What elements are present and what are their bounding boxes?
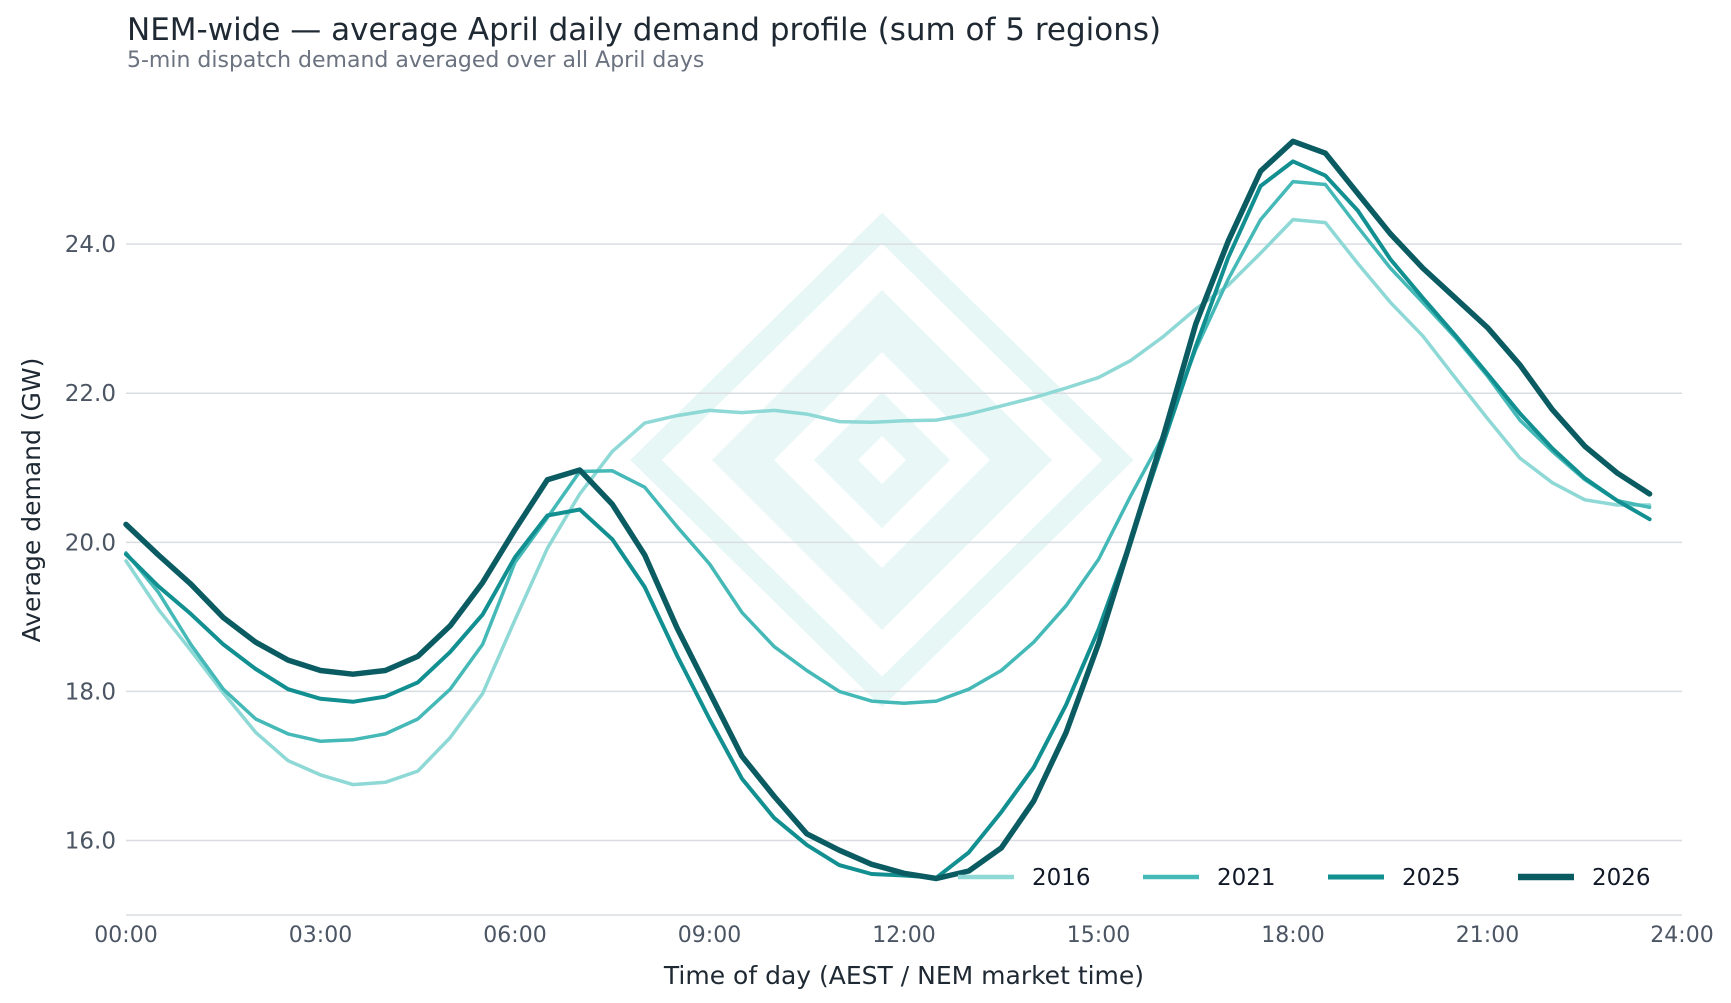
x-tick-label: 15:00	[1067, 923, 1130, 948]
y-tick-label: 18.0	[65, 679, 116, 705]
x-tick-label: 06:00	[483, 923, 546, 948]
legend-label-2016: 2016	[1032, 865, 1091, 891]
x-tick-label: 24:00	[1650, 923, 1713, 948]
watermark-logo	[630, 212, 1134, 708]
x-tick-label: 09:00	[678, 923, 741, 948]
series-line-2016	[124, 217, 1652, 787]
y-axis-ticks: 16.0 18.0 20.0 22.0 24.0	[65, 232, 116, 854]
y-tick-label: 24.0	[65, 232, 116, 258]
legend: 2016 2021 2025 2026	[958, 865, 1651, 891]
y-tick-label: 16.0	[65, 828, 116, 854]
legend-label-2025: 2025	[1402, 865, 1461, 891]
gridlines	[126, 243, 1682, 842]
x-tick-label: 21:00	[1456, 923, 1519, 948]
chart-subtitle: 5-min dispatch demand averaged over all …	[127, 48, 705, 73]
x-tick-label: 12:00	[872, 923, 935, 948]
chart-title: NEM-wide — average April daily demand pr…	[127, 12, 1162, 48]
series-line-2025	[124, 159, 1652, 880]
y-tick-label: 22.0	[65, 381, 116, 407]
series-line-2021	[124, 179, 1652, 744]
x-tick-label: 18:00	[1261, 923, 1324, 948]
legend-label-2026: 2026	[1592, 865, 1651, 891]
x-axis-title: Time of day (AEST / NEM market time)	[663, 961, 1144, 990]
y-axis-title: Average demand (GW)	[17, 358, 46, 643]
series-lines	[123, 138, 1653, 882]
x-axis-ticks: 00:00 03:00 06:00 09:00 12:00 15:00 18:00 21:00…	[94, 923, 1713, 948]
x-tick-label: 00:00	[94, 923, 157, 948]
legend-label-2021: 2021	[1217, 865, 1276, 891]
series-line-2026	[123, 138, 1653, 882]
y-tick-label: 20.0	[65, 530, 116, 556]
x-tick-label: 03:00	[289, 923, 352, 948]
